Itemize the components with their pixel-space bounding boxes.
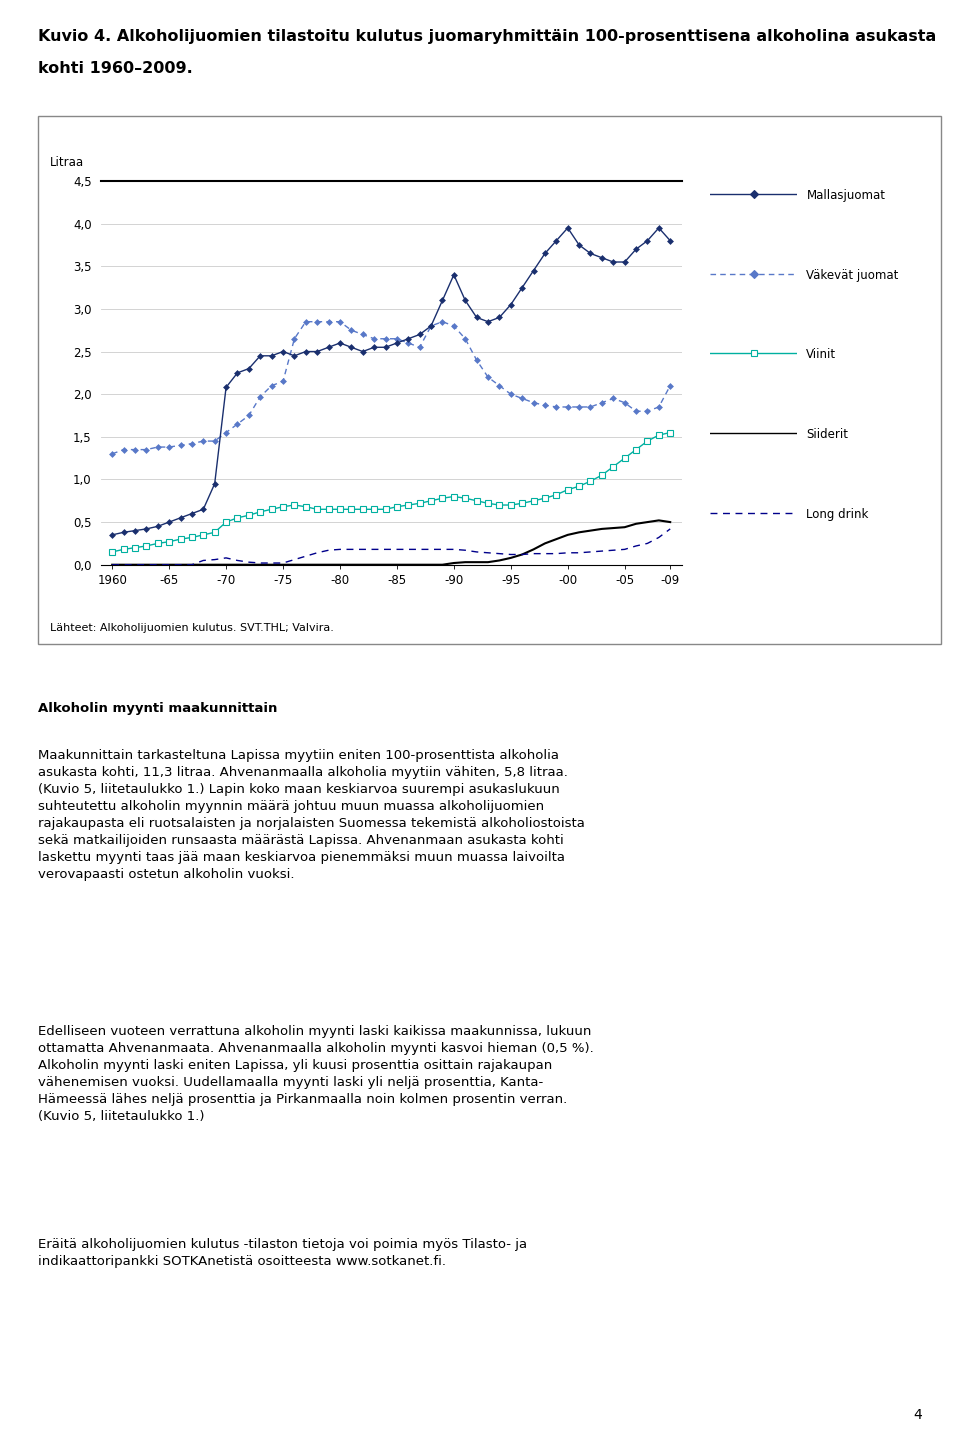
Text: kohti 1960–2009.: kohti 1960–2009. [38,61,193,75]
Text: Edelliseen vuoteen verrattuna alkoholin myynti laski kaikissa maakunnissa, lukuu: Edelliseen vuoteen verrattuna alkoholin … [38,1025,594,1124]
Text: Mallasjuomat: Mallasjuomat [806,190,885,201]
Text: Kuvio 4. Alkoholijuomien tilastoitu kulutus juomaryhmittäin 100-prosenttisena al: Kuvio 4. Alkoholijuomien tilastoitu kulu… [38,29,937,43]
Text: Väkevät juomat: Väkevät juomat [806,269,899,281]
Text: Alkoholin myynti maakunnittain: Alkoholin myynti maakunnittain [38,702,277,715]
Text: Siiderit: Siiderit [806,429,849,440]
Text: Litraa: Litraa [50,156,84,169]
Text: Lähteet: Alkoholijuomien kulutus. SVT.THL; Valvira.: Lähteet: Alkoholijuomien kulutus. SVT.TH… [50,623,334,633]
Text: 4: 4 [913,1407,922,1422]
Text: Maakunnittain tarkasteltuna Lapissa myytiin eniten 100-prosenttista alkoholia
as: Maakunnittain tarkasteltuna Lapissa myyt… [38,749,586,880]
Text: Viinit: Viinit [806,349,836,361]
Text: Eräitä alkoholijuomien kulutus -tilaston tietoja voi poimia myös Tilasto- ja
ind: Eräitä alkoholijuomien kulutus -tilaston… [38,1238,528,1268]
Text: Long drink: Long drink [806,508,869,520]
